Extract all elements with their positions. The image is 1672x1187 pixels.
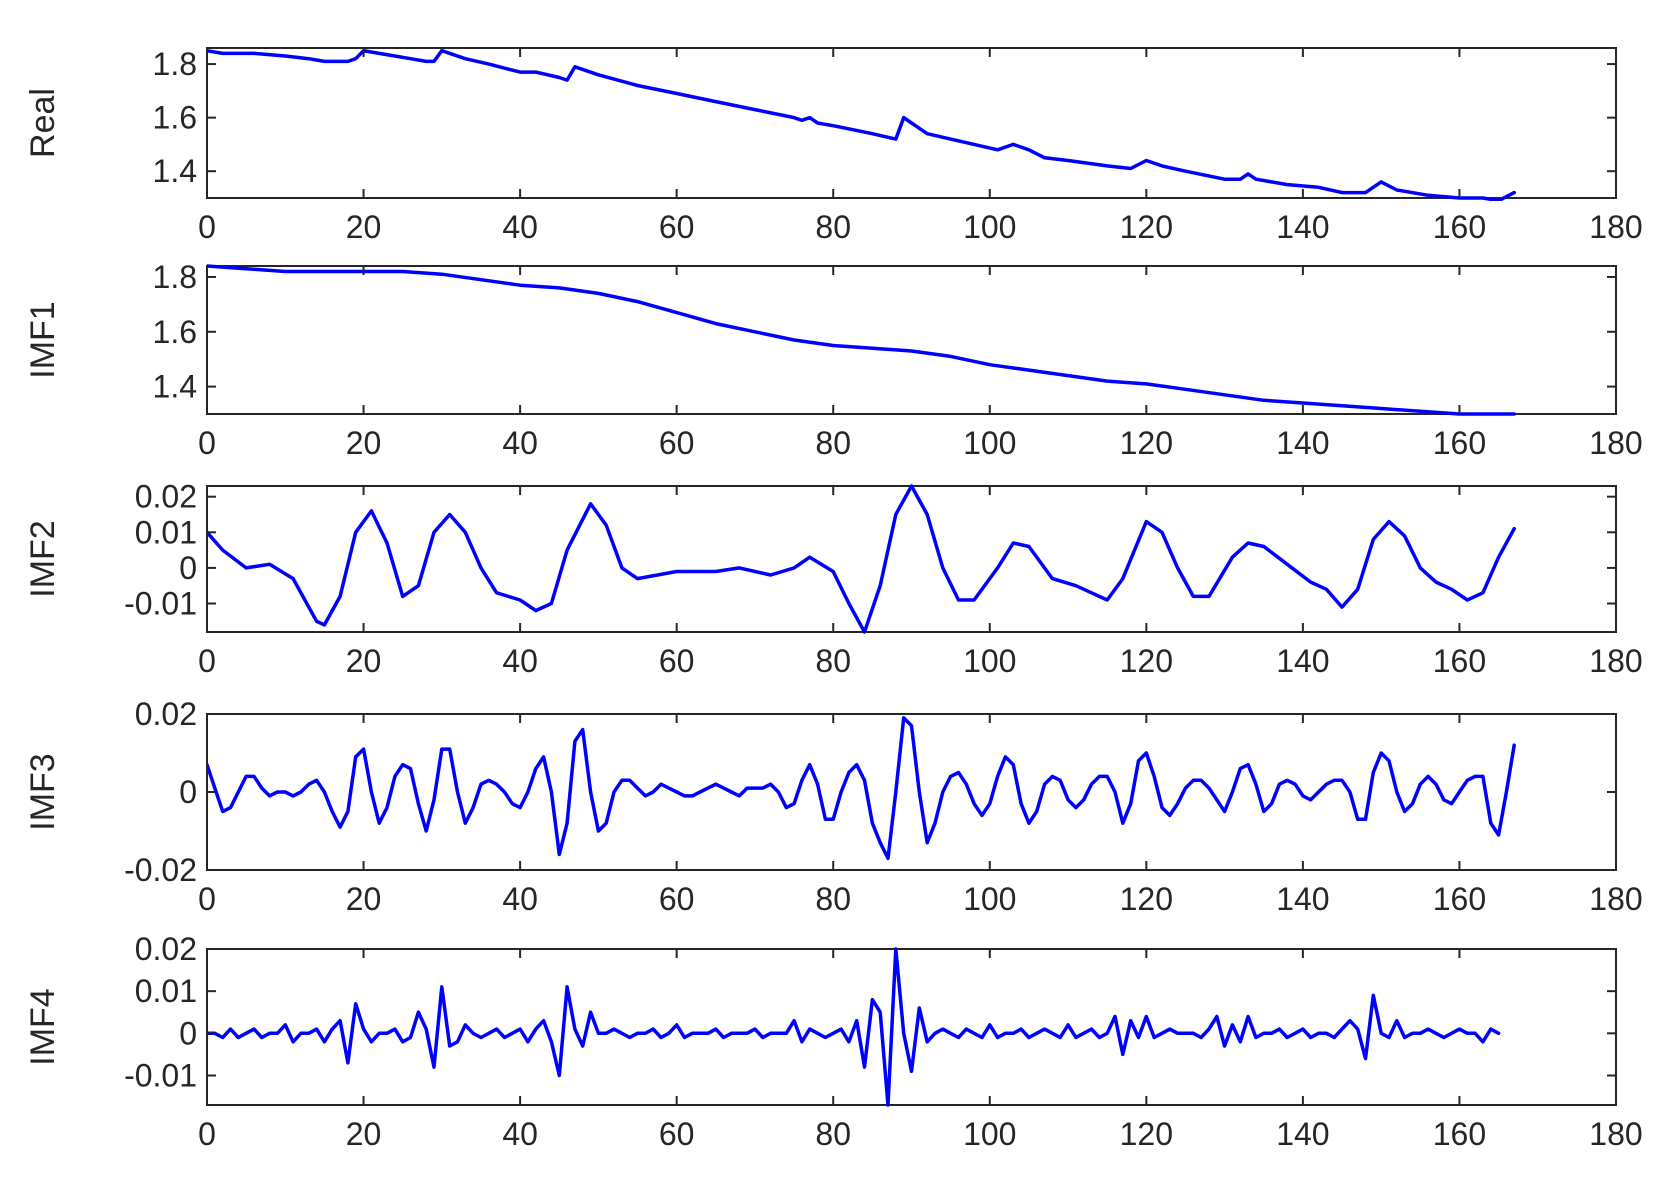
- x-tick-label: 40: [502, 425, 538, 461]
- y-tick-label: 1.4: [153, 153, 197, 189]
- y-tick-label: 1.8: [153, 259, 197, 295]
- x-tick-label: 80: [815, 1116, 851, 1152]
- x-tick-label: 40: [502, 1116, 538, 1152]
- y-axis-label: Real: [24, 88, 62, 158]
- y-tick-label: 0.01: [135, 973, 197, 1009]
- x-tick-label: 0: [198, 425, 216, 461]
- y-tick-label: 0: [179, 550, 197, 586]
- series-line: [207, 48, 1516, 201]
- y-tick-label: 0.01: [135, 514, 197, 550]
- x-tick-label: 120: [1120, 209, 1173, 245]
- series-line: [207, 947, 1501, 1107]
- x-tick-label: 120: [1120, 643, 1173, 679]
- x-tick-label: 40: [502, 881, 538, 917]
- x-tick-label: 140: [1276, 425, 1329, 461]
- subplot-5: 0 20 40 60 80 100 120 140 160 180-0.0100.010.02IM…: [24, 931, 1643, 1152]
- x-tick-label: 160: [1433, 881, 1486, 917]
- series-line: [207, 716, 1516, 861]
- axes-frame: [206, 485, 1617, 633]
- series-line: [207, 264, 1516, 416]
- x-tick-label: 100: [963, 1116, 1016, 1152]
- x-tick-label: 140: [1276, 209, 1329, 245]
- y-tick-label: -0.02: [124, 852, 197, 888]
- y-tick-label: 0.02: [135, 696, 197, 732]
- x-tick-label: 0: [198, 1116, 216, 1152]
- x-tick-label: 20: [346, 1116, 382, 1152]
- x-tick-label: 80: [815, 425, 851, 461]
- x-tick-label: 60: [659, 425, 695, 461]
- x-tick-label: 180: [1589, 425, 1642, 461]
- x-tick-label: 160: [1433, 1116, 1486, 1152]
- axes-frame: [206, 948, 1617, 1106]
- y-axis-label: IMF4: [24, 988, 62, 1065]
- x-tick-label: 80: [815, 209, 851, 245]
- y-tick-label: 0.02: [135, 931, 197, 967]
- x-tick-label: 100: [963, 209, 1016, 245]
- x-tick-label: 0: [198, 209, 216, 245]
- x-tick-label: 80: [815, 643, 851, 679]
- x-tick-label: 180: [1589, 1116, 1642, 1152]
- x-tick-label: 20: [346, 425, 382, 461]
- x-tick-label: 120: [1120, 881, 1173, 917]
- subplot-3: 0 20 40 60 80 100 120 140 160 180-0.0100.010.02IM…: [24, 479, 1643, 679]
- y-axis-label: IMF1: [24, 301, 62, 378]
- x-tick-label: 20: [346, 881, 382, 917]
- y-tick-label: 1.8: [153, 46, 197, 82]
- x-tick-label: 100: [963, 881, 1016, 917]
- x-tick-label: 60: [659, 1116, 695, 1152]
- x-tick-label: 140: [1276, 881, 1329, 917]
- y-tick-label: 0.02: [135, 479, 197, 515]
- x-tick-label: 160: [1433, 209, 1486, 245]
- x-tick-label: 40: [502, 209, 538, 245]
- x-tick-label: 140: [1276, 1116, 1329, 1152]
- x-tick-label: 120: [1120, 425, 1173, 461]
- x-tick-label: 80: [815, 881, 851, 917]
- x-tick-label: 0: [198, 643, 216, 679]
- y-tick-label: -0.01: [124, 1057, 197, 1093]
- subplot-2: 0 20 40 60 80 100 120 140 160 180 1.4 1.6 1.8 IMF1: [24, 259, 1643, 461]
- x-tick-label: 120: [1120, 1116, 1173, 1152]
- y-axis-label: IMF3: [24, 753, 62, 830]
- x-tick-label: 20: [346, 643, 382, 679]
- x-tick-label: 60: [659, 209, 695, 245]
- x-tick-label: 60: [659, 643, 695, 679]
- x-tick-label: 180: [1589, 881, 1642, 917]
- x-tick-label: 0: [198, 881, 216, 917]
- x-tick-label: 180: [1589, 209, 1642, 245]
- x-tick-label: 180: [1589, 643, 1642, 679]
- x-tick-label: 100: [963, 425, 1016, 461]
- y-tick-label: 0: [179, 774, 197, 810]
- y-tick-label: -0.01: [124, 586, 197, 622]
- y-tick-label: 0: [179, 1015, 197, 1051]
- y-axis-label: IMF2: [24, 520, 62, 597]
- x-tick-label: 100: [963, 643, 1016, 679]
- series-line: [207, 484, 1516, 634]
- subplot-1: 0 20 40 60 80 100 120 140 160 180 1.4 1.6 1.8 Real: [24, 46, 1643, 245]
- x-tick-label: 40: [502, 643, 538, 679]
- axes-frame: [206, 265, 1617, 415]
- y-tick-label: 1.4: [153, 369, 197, 405]
- y-tick-label: 1.6: [153, 314, 197, 350]
- x-tick-label: 160: [1433, 643, 1486, 679]
- x-tick-label: 20: [346, 209, 382, 245]
- x-tick-label: 140: [1276, 643, 1329, 679]
- x-tick-label: 60: [659, 881, 695, 917]
- y-tick-label: 1.6: [153, 100, 197, 136]
- x-tick-label: 160: [1433, 425, 1486, 461]
